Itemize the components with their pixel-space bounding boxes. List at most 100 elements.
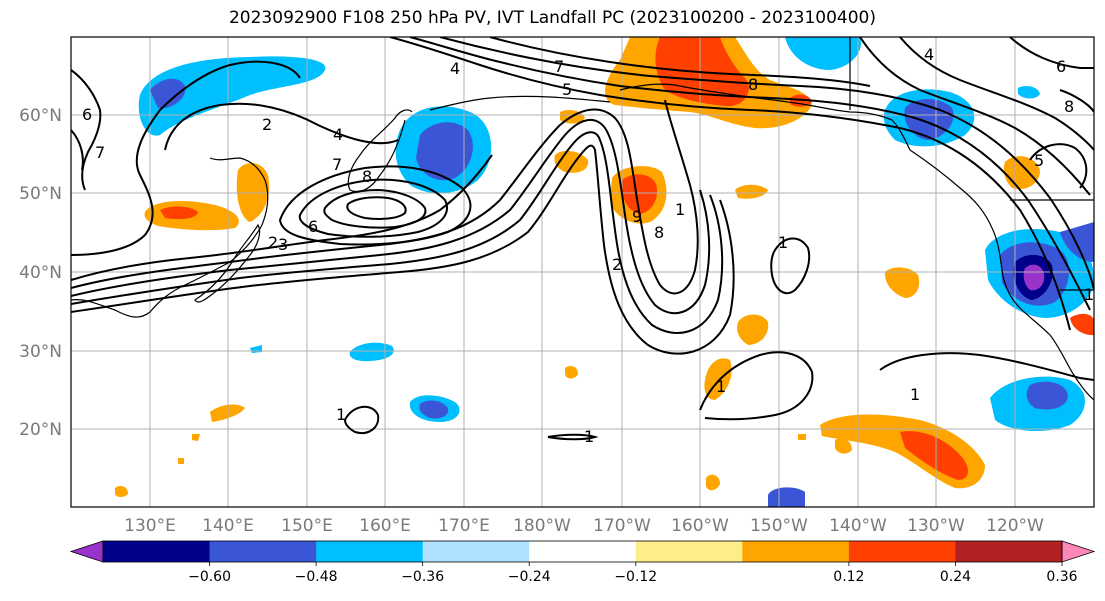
contour-label: 1 <box>716 377 726 396</box>
pv-contour <box>71 144 735 355</box>
positive-anomaly-patch <box>835 438 852 454</box>
pv-contour <box>1029 143 1088 189</box>
longitude-labels: 130°E 140°E 150°E 160°E 170°E 180°W 170°… <box>124 516 1044 536</box>
pv-contour <box>71 129 84 171</box>
lat-label: 40°N <box>19 263 62 283</box>
contour-label: 1 <box>778 233 788 252</box>
colorbar-tick-label: −0.24 <box>508 569 551 585</box>
lat-label: 20°N <box>19 420 62 440</box>
contour-label: 7 <box>332 155 342 174</box>
colorbar-tick-label: 0.36 <box>1046 569 1077 585</box>
positive-anomaly-patch <box>160 206 198 220</box>
negative-anomaly-patch <box>150 78 186 109</box>
kamchatka-coastline <box>347 109 413 193</box>
contour-label: 1 <box>675 200 685 219</box>
negative-anomaly-patch <box>1018 86 1040 99</box>
colorbar-segment <box>103 541 211 562</box>
lon-label: 140°E <box>202 516 254 536</box>
negative-anomaly-patch <box>419 400 449 419</box>
contour-label: 6 <box>308 217 318 236</box>
contour-label: 1 <box>584 427 594 446</box>
pv-contour <box>323 188 427 229</box>
colorbar-extend-max <box>1061 540 1096 563</box>
pv-contour <box>879 352 1094 381</box>
negative-anomaly-patch <box>1026 381 1068 410</box>
contour-label: 8 <box>1064 97 1074 116</box>
lon-label: 120°W <box>986 516 1044 536</box>
coastlines <box>71 37 1094 401</box>
contour-label: 8 <box>748 75 758 94</box>
graticule <box>71 37 1094 507</box>
pv-contour <box>71 60 301 256</box>
positive-anomaly-patch <box>798 434 806 440</box>
pv-contour <box>770 237 811 295</box>
positive-anomaly-patch <box>737 314 769 345</box>
colorbar-tick-label: −0.12 <box>614 569 657 585</box>
shaded-anomaly-layer <box>115 37 1094 507</box>
contour-label: 7 <box>95 143 105 162</box>
contour-label: 1 <box>1084 285 1094 304</box>
colorbar-segment <box>955 541 1063 562</box>
contour-label: 5 <box>562 80 572 99</box>
negative-anomaly-patch <box>1023 264 1045 291</box>
pv-contour <box>71 131 724 334</box>
negative-anomaly-patch <box>1060 222 1094 262</box>
aleutian-coastline <box>429 95 611 111</box>
contour-label: 7 <box>554 57 564 76</box>
colorbar-segment <box>316 541 424 562</box>
contour-labels: 6 7 2 4 7 5 8 4 6 8 2 4 7 8 6 3 9 8 1 2 … <box>82 45 1094 446</box>
colorbar-segment <box>635 541 743 562</box>
contour-label: 4 <box>333 125 343 144</box>
colorbar-tick-label: 0.24 <box>940 569 971 585</box>
lon-label: 130°W <box>907 516 965 536</box>
pv-contour <box>343 405 380 434</box>
positive-anomaly-patch <box>900 431 969 480</box>
contour-label: 8 <box>654 223 664 242</box>
contour-label: 2 <box>262 115 272 134</box>
contour-label: 2 <box>268 233 278 252</box>
colorbar-segment <box>742 541 850 562</box>
colorbar-segment <box>529 541 637 562</box>
pv-contour <box>164 102 399 151</box>
pv-contour <box>71 119 711 315</box>
colorbar-tick-label: −0.36 <box>401 569 444 585</box>
contour-label: 9 <box>632 207 642 226</box>
lat-label: 50°N <box>19 184 62 204</box>
colorbar-tick-label: −0.60 <box>188 569 231 585</box>
negative-anomaly-patch <box>768 487 805 507</box>
positive-anomaly-patch <box>1070 313 1094 336</box>
pv-contour <box>547 433 599 441</box>
pv-contour <box>899 37 1094 151</box>
colorbar-segment <box>848 541 956 562</box>
pv-contour <box>859 37 1091 196</box>
pv-contour <box>409 37 1091 311</box>
pv-contour <box>489 37 871 87</box>
colorbar-segment <box>209 541 317 562</box>
contour-label: 3 <box>278 235 288 254</box>
colorbar-extend-min <box>69 540 104 563</box>
colorbar-tick-label: 0.12 <box>833 569 864 585</box>
north-america-coastline <box>909 149 1094 401</box>
contour-label: 6 <box>1056 57 1066 76</box>
lon-label: 160°E <box>359 516 411 536</box>
pv-contour <box>71 69 102 191</box>
pv-contour <box>278 165 472 246</box>
pv-contour <box>71 99 699 295</box>
pv-contour <box>1059 89 1094 113</box>
negative-anomaly-patch <box>904 99 954 140</box>
contour-label: 4 <box>450 59 460 78</box>
alaska-coastline <box>619 83 911 151</box>
positive-anomaly-patch <box>706 474 720 491</box>
pv-contour <box>699 351 814 421</box>
lon-label: 180°W <box>513 516 571 536</box>
latitude-labels: 60°N 50°N 40°N 30°N 20°N <box>19 106 62 440</box>
lat-label: 60°N <box>19 106 62 126</box>
contour-label: 2 <box>612 255 622 274</box>
positive-anomaly-patch <box>621 174 658 214</box>
colorbar-segment <box>422 541 530 562</box>
pv-contour <box>389 37 1071 331</box>
lon-label: 170°E <box>438 516 490 536</box>
contour-label: 5 <box>1034 151 1044 170</box>
lon-label: 150°E <box>281 516 333 536</box>
